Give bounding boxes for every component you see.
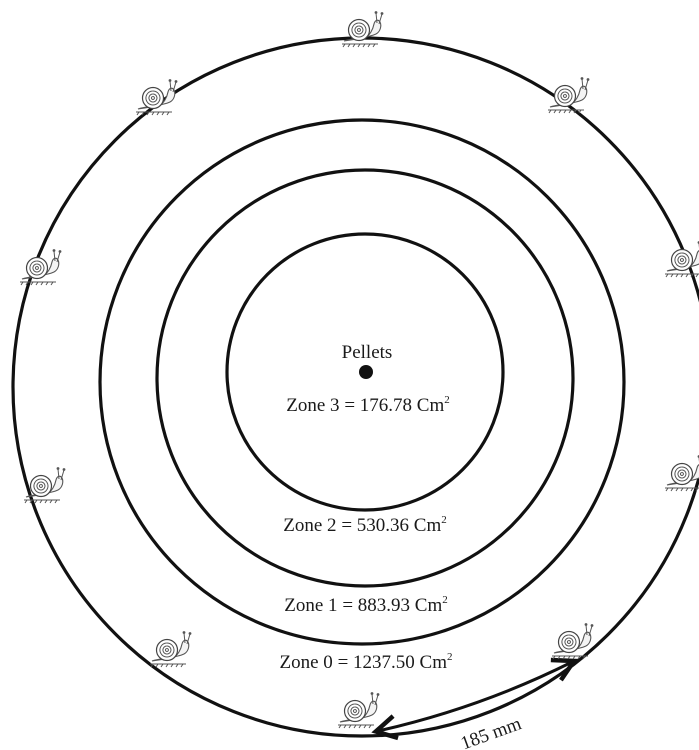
zone-2-label: Zone 2 = 530.36 Cm2 bbox=[283, 514, 446, 536]
zone-0-label: Zone 0 = 1237.50 Cm2 bbox=[280, 651, 453, 673]
snail-icon bbox=[664, 454, 699, 492]
zone-boundary-outer bbox=[11, 36, 699, 738]
zone-boundary-1 bbox=[98, 118, 626, 646]
zone-boundary-2 bbox=[155, 168, 575, 588]
zone-1-label: Zone 1 = 883.93 Cm2 bbox=[284, 594, 447, 616]
pellets-label: Pellets bbox=[342, 342, 393, 363]
pellet-dot bbox=[359, 365, 373, 379]
zone-3-label: Zone 3 = 176.78 Cm2 bbox=[286, 394, 449, 416]
distance-arrow bbox=[378, 662, 572, 731]
snail-icon bbox=[341, 10, 384, 48]
zone-boundary-3 bbox=[225, 232, 505, 512]
snail-icon bbox=[135, 78, 178, 116]
snail-icon bbox=[337, 691, 380, 729]
snail-icon bbox=[149, 630, 192, 668]
